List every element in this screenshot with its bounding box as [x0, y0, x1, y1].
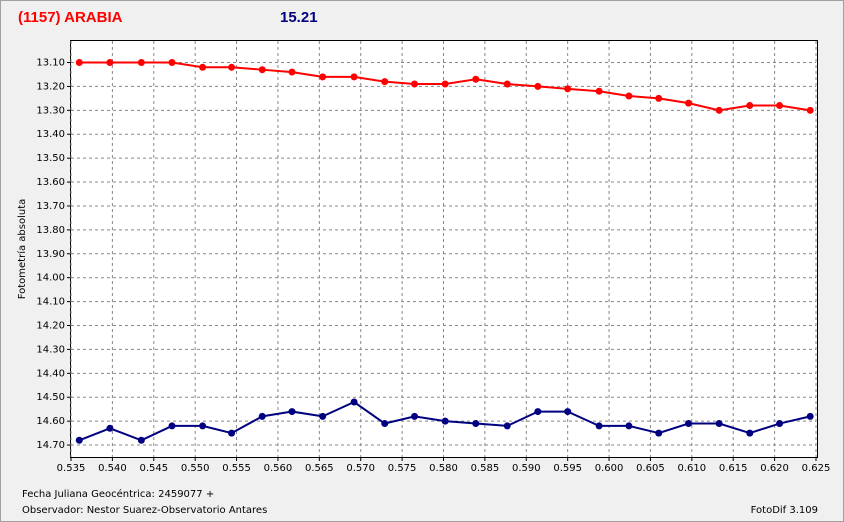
- chart-title: (1157) ARABIA: [18, 9, 123, 26]
- x-tick-label: 0.555: [222, 463, 251, 474]
- data-point: [106, 424, 114, 432]
- x-tick-label: 0.545: [139, 463, 168, 474]
- data-point: [228, 63, 236, 71]
- y-tick-label: 14.40: [36, 368, 65, 379]
- data-point: [381, 78, 389, 86]
- x-tick-label: 0.620: [760, 463, 789, 474]
- data-point: [168, 59, 176, 67]
- data-point: [776, 420, 784, 428]
- data-point: [564, 408, 572, 416]
- x-tick-label: 0.600: [595, 463, 624, 474]
- data-point: [199, 63, 207, 71]
- x-tick-label: 0.540: [98, 463, 127, 474]
- data-point: [350, 73, 358, 81]
- data-point: [715, 106, 723, 114]
- x-axis-label: Fecha Juliana Geocéntrica: 2459077 +: [22, 488, 214, 500]
- data-point: [441, 80, 449, 88]
- data-point: [472, 420, 480, 428]
- x-tick-label: 0.615: [719, 463, 748, 474]
- plot-layer: 13.10 13.20 13.30 13.40 13.50 13.60 13.70 13.80…: [36, 41, 830, 474]
- data-point: [228, 429, 236, 437]
- data-point: [595, 87, 603, 95]
- y-tick-label: 14.10: [36, 297, 65, 308]
- y-tick-label: 14.50: [36, 392, 65, 403]
- data-point: [503, 422, 511, 430]
- y-tick-label: 13.70: [36, 201, 65, 212]
- x-tick-label: 0.595: [553, 463, 582, 474]
- data-point: [564, 85, 572, 93]
- x-tick-label: 0.585: [471, 463, 500, 474]
- x-tick-label: 0.580: [429, 463, 458, 474]
- y-tick-label: 13.40: [36, 129, 65, 140]
- y-tick-label: 14.20: [36, 321, 65, 332]
- data-point: [715, 420, 723, 428]
- data-point: [258, 66, 266, 74]
- x-tick-label: 0.550: [181, 463, 210, 474]
- data-point: [746, 102, 754, 110]
- y-axis-label: Fotometría absoluta: [16, 199, 28, 300]
- data-point: [806, 412, 814, 420]
- data-point: [75, 436, 83, 444]
- data-point: [595, 422, 603, 430]
- x-tick-label: 0.590: [512, 463, 541, 474]
- data-point: [106, 59, 114, 67]
- data-point: [288, 408, 296, 416]
- data-point: [685, 99, 693, 107]
- data-point: [350, 398, 358, 406]
- data-point: [411, 80, 419, 88]
- data-point: [776, 102, 784, 110]
- y-tick-label: 13.80: [36, 225, 65, 236]
- data-point: [288, 68, 296, 76]
- y-tick-label: 13.10: [36, 58, 65, 69]
- data-point: [199, 422, 207, 430]
- x-tick-label: 0.605: [636, 463, 665, 474]
- data-point: [137, 59, 145, 67]
- data-point: [441, 417, 449, 425]
- data-point: [655, 94, 663, 102]
- x-tick-label: 0.535: [57, 463, 86, 474]
- data-point: [411, 412, 419, 420]
- data-point: [503, 80, 511, 88]
- data-point: [319, 73, 327, 81]
- data-point: [806, 106, 814, 114]
- data-point: [685, 420, 693, 428]
- data-point: [625, 92, 633, 100]
- y-tick-label: 13.90: [36, 249, 65, 260]
- data-point: [625, 422, 633, 430]
- data-point: [746, 429, 754, 437]
- y-tick-label: 14.60: [36, 416, 65, 427]
- x-tick-label: 0.625: [802, 463, 831, 474]
- y-tick-label: 13.30: [36, 105, 65, 116]
- data-point: [472, 75, 480, 83]
- data-point: [319, 412, 327, 420]
- data-point: [655, 429, 663, 437]
- observer: Observador: Nestor Suarez-Observatorio A…: [22, 505, 267, 516]
- x-tick-label: 0.570: [346, 463, 375, 474]
- data-point: [75, 59, 83, 67]
- data-point: [137, 436, 145, 444]
- y-tick-label: 13.50: [36, 153, 65, 164]
- data-point: [381, 420, 389, 428]
- data-point: [534, 82, 542, 90]
- y-tick-label: 14.00: [36, 273, 65, 284]
- y-tick-label: 13.20: [36, 81, 65, 92]
- data-point: [534, 408, 542, 416]
- software: FotoDif 3.109: [751, 505, 818, 516]
- annotation: 15.21: [280, 9, 318, 26]
- y-tick-label: 13.60: [36, 177, 65, 188]
- x-tick-label: 0.610: [678, 463, 707, 474]
- data-point: [258, 412, 266, 420]
- y-tick-label: 14.70: [36, 440, 65, 451]
- x-tick-label: 0.560: [264, 463, 293, 474]
- x-tick-label: 0.575: [388, 463, 417, 474]
- y-tick-label: 14.30: [36, 344, 65, 355]
- x-tick-label: 0.565: [305, 463, 334, 474]
- data-point: [168, 422, 176, 430]
